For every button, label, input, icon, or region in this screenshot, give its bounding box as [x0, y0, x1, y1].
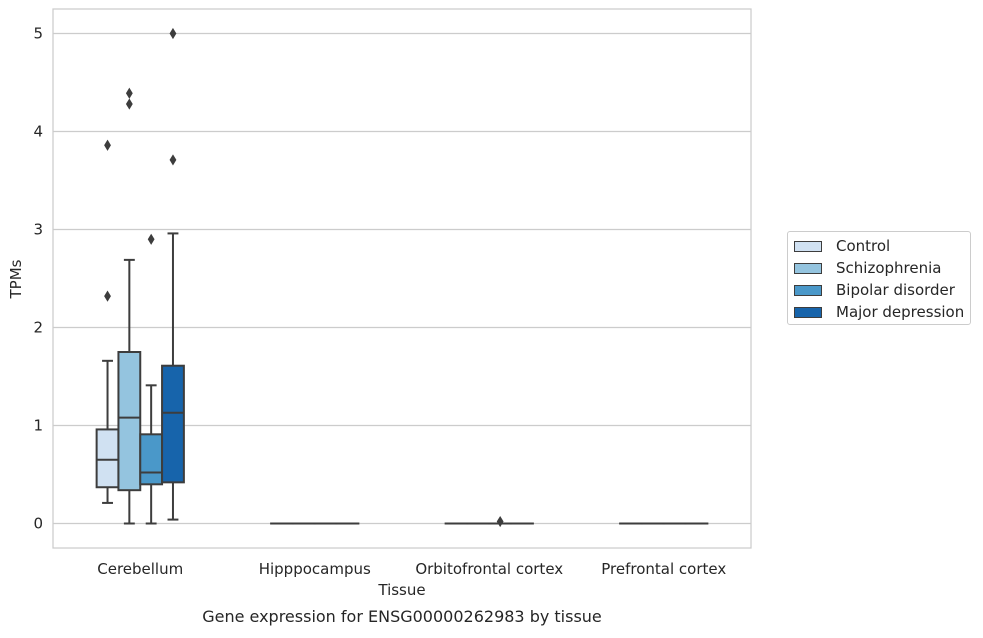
y-tick-label: 5: [33, 25, 43, 43]
box-rect: [97, 429, 119, 487]
outlier-point: [126, 88, 132, 98]
box-layer: [97, 29, 708, 527]
y-tick-label: 4: [33, 123, 43, 141]
legend-label-schizophrenia: Schizophrenia: [836, 259, 941, 277]
outlier-point: [497, 517, 503, 527]
legend-item-schizophrenia: Schizophrenia: [794, 258, 941, 278]
outlier-point: [126, 99, 132, 109]
legend-item-control: Control: [794, 236, 890, 256]
y-tick-label: 1: [33, 417, 43, 435]
box-bipolar-disorder: [140, 234, 162, 523]
legend-swatch-schizophrenia: [794, 263, 822, 274]
box-major-depression: [162, 29, 184, 520]
x-tick-label: Hipppocampus: [259, 560, 371, 578]
outlier-point: [105, 291, 111, 301]
y-axis-label: TPMs: [7, 259, 25, 299]
outlier-point: [170, 155, 176, 165]
box-rect: [162, 366, 184, 483]
legend: Control Schizophrenia Bipolar disorder M…: [787, 231, 971, 325]
tick-layer: 0 1 2 3 4 5 Cerebellum Hipppocampus Orbitofronta…: [33, 25, 726, 579]
y-tick-label: 2: [33, 319, 43, 337]
x-axis-label: Tissue: [377, 581, 425, 599]
outlier-point: [170, 29, 176, 39]
outlier-point: [148, 234, 154, 244]
legend-label-major-depression: Major depression: [836, 303, 964, 321]
legend-swatch-major-depression: [794, 307, 822, 318]
legend-swatch-control: [794, 241, 822, 252]
box-schizophrenia: [118, 88, 140, 523]
legend-item-bipolar-disorder: Bipolar disorder: [794, 280, 955, 300]
box-rect: [118, 352, 140, 490]
x-tick-label: Prefrontal cortex: [601, 560, 726, 578]
chart-title: Gene expression for ENSG00000262983 by t…: [202, 607, 602, 626]
legend-swatch-bipolar-disorder: [794, 285, 822, 296]
x-tick-label: Orbitofrontal cortex: [415, 560, 563, 578]
legend-item-major-depression: Major depression: [794, 302, 964, 322]
x-tick-label: Cerebellum: [97, 560, 183, 578]
box-control: [97, 140, 119, 503]
box-bipolar-disorder: [489, 517, 511, 527]
box-rect: [140, 434, 162, 484]
legend-label-control: Control: [836, 237, 890, 255]
outlier-point: [105, 140, 111, 150]
y-tick-label: 0: [33, 515, 43, 533]
y-tick-label: 3: [33, 221, 43, 239]
legend-label-bipolar-disorder: Bipolar disorder: [836, 281, 955, 299]
